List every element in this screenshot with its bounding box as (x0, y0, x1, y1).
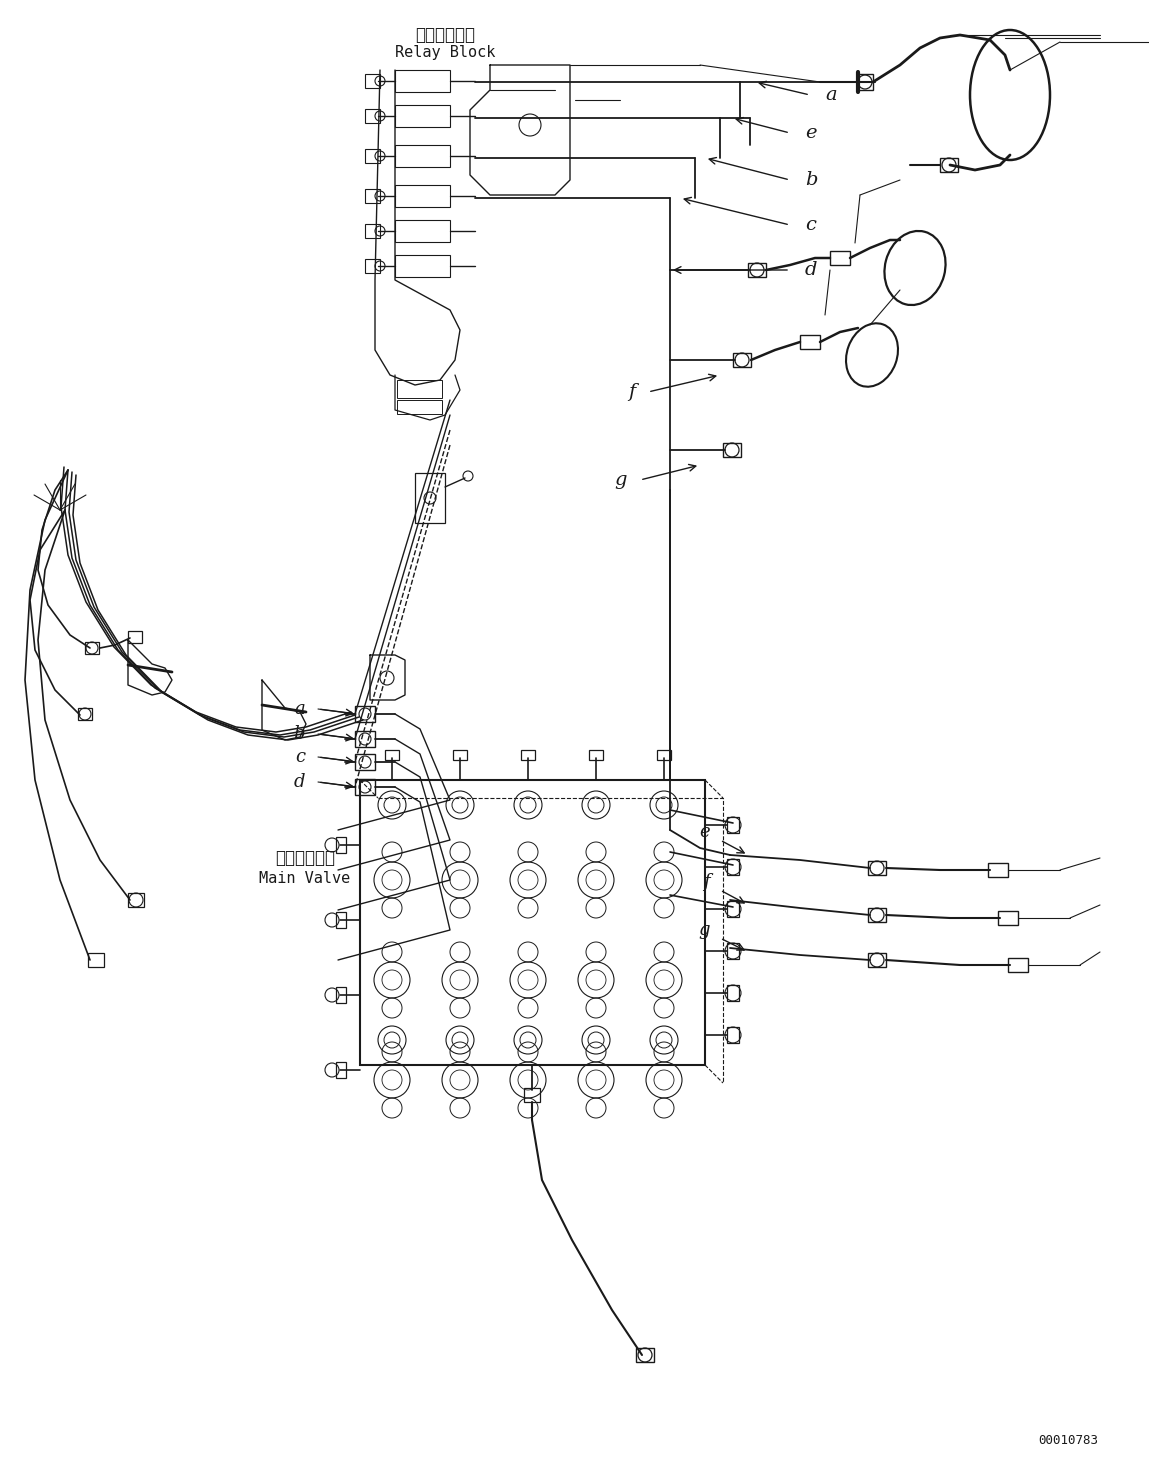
Bar (727, 859, 739, 875)
Bar (800, 335, 820, 350)
Bar (128, 892, 144, 907)
Text: Relay Block: Relay Block (395, 44, 495, 60)
Bar (395, 70, 450, 92)
Bar (336, 988, 346, 1004)
Bar (336, 1062, 346, 1078)
Bar (520, 751, 535, 759)
Bar (998, 911, 1018, 925)
Bar (415, 473, 445, 522)
Bar (385, 751, 399, 759)
Bar (365, 149, 380, 162)
Bar (355, 707, 375, 723)
Bar (940, 158, 958, 173)
Text: b: b (805, 171, 817, 189)
Bar (727, 901, 739, 917)
Text: メインバルブ: メインバルブ (275, 849, 336, 868)
Text: 中継ブロック: 中継ブロック (415, 26, 475, 44)
Bar (1008, 958, 1028, 971)
Bar (398, 380, 442, 398)
Bar (395, 219, 450, 241)
Bar (727, 1027, 739, 1043)
Bar (128, 631, 142, 644)
Text: a: a (294, 699, 304, 718)
Bar (395, 145, 450, 167)
Bar (748, 263, 766, 277)
Text: d: d (805, 260, 817, 279)
Bar (395, 184, 450, 206)
Text: b: b (293, 726, 304, 743)
Text: d: d (293, 772, 304, 791)
Bar (355, 732, 375, 748)
Bar (727, 816, 739, 832)
Text: Main Valve: Main Valve (260, 870, 350, 885)
Bar (336, 911, 346, 928)
Text: f: f (627, 383, 635, 401)
Text: c: c (295, 748, 304, 767)
Bar (867, 909, 886, 922)
Bar (365, 110, 380, 123)
Text: e: e (700, 824, 710, 841)
Bar (830, 252, 850, 265)
Bar (365, 224, 380, 238)
Text: a: a (825, 86, 836, 104)
Text: 00010783: 00010783 (1038, 1434, 1098, 1447)
Bar (355, 778, 375, 794)
Bar (453, 751, 466, 759)
Text: g: g (699, 922, 710, 939)
Bar (398, 399, 442, 414)
Bar (637, 1347, 654, 1362)
Bar (657, 751, 671, 759)
Bar (395, 105, 450, 127)
Bar (365, 189, 380, 203)
Bar (589, 751, 603, 759)
Bar (723, 443, 741, 456)
Text: g: g (615, 471, 627, 489)
Bar (867, 862, 886, 875)
Bar (360, 780, 705, 1065)
Text: f: f (703, 873, 710, 891)
Bar (365, 259, 380, 274)
Bar (733, 353, 751, 367)
Text: c: c (805, 217, 816, 234)
Bar (524, 1088, 540, 1102)
Bar (88, 952, 105, 967)
Bar (365, 75, 380, 88)
Bar (395, 255, 450, 277)
Bar (727, 985, 739, 1001)
Bar (78, 708, 92, 720)
Bar (988, 863, 1008, 876)
Bar (336, 837, 346, 853)
Bar (355, 753, 375, 770)
Text: e: e (805, 124, 817, 142)
Bar (85, 642, 99, 654)
Bar (867, 952, 886, 967)
Bar (727, 944, 739, 960)
Bar (857, 75, 873, 91)
